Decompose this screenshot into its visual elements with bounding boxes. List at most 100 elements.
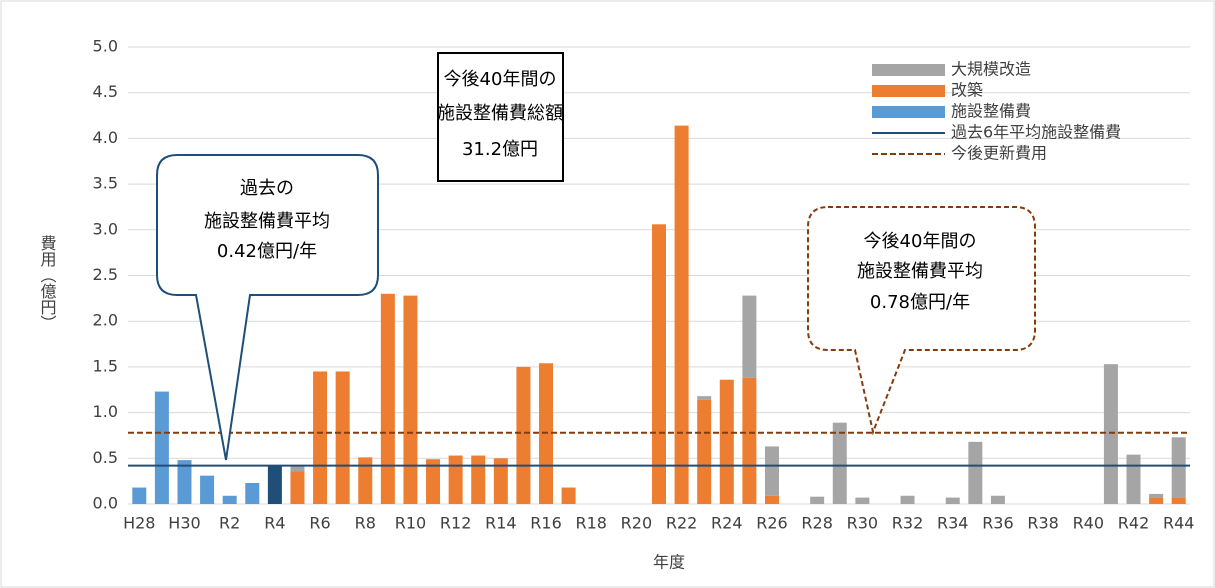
bar xyxy=(290,471,305,504)
x-tick-label: R10 xyxy=(395,514,426,533)
x-tick-label: R44 xyxy=(1163,514,1194,533)
x-tick-label: R28 xyxy=(801,514,832,533)
bar xyxy=(426,459,441,504)
x-tick-label: R4 xyxy=(264,514,285,533)
annotation-text: 0.42億円/年 xyxy=(217,241,317,262)
y-tick-label: 4.5 xyxy=(93,82,118,101)
x-tick-label: R18 xyxy=(575,514,606,533)
bar xyxy=(1171,497,1186,504)
bar xyxy=(1149,497,1164,504)
x-tick-label: R32 xyxy=(892,514,923,533)
y-axis-label: 費用（億円） xyxy=(38,235,57,331)
y-tick-label: 1.0 xyxy=(93,402,118,421)
bar xyxy=(448,455,463,504)
legend-label: 今後更新費用 xyxy=(951,144,1047,163)
bar xyxy=(742,295,757,378)
bar xyxy=(132,487,147,504)
annotation-text: 施設整備費総額 xyxy=(437,103,563,124)
x-tick-label: R42 xyxy=(1118,514,1149,533)
y-tick-label: 3.5 xyxy=(93,174,118,193)
bar xyxy=(900,495,915,504)
bar xyxy=(358,457,373,504)
legend-swatch xyxy=(872,64,945,76)
bar xyxy=(245,482,260,504)
bar xyxy=(403,295,418,504)
bar xyxy=(380,293,395,504)
x-tick-label: R20 xyxy=(621,514,652,533)
x-tick-label: R6 xyxy=(309,514,330,533)
x-tick-label: R36 xyxy=(982,514,1013,533)
bar xyxy=(832,422,847,504)
x-tick-label: H28 xyxy=(123,514,155,533)
y-tick-label: 2.0 xyxy=(93,311,118,330)
annotation-box xyxy=(807,206,1036,436)
bar xyxy=(697,396,712,400)
annotation-text: 今後40年間の xyxy=(444,69,557,90)
annotation-box xyxy=(156,154,379,461)
bar xyxy=(719,379,734,504)
bar xyxy=(674,125,689,504)
x-tick-label: R34 xyxy=(937,514,968,533)
bar xyxy=(267,465,282,504)
x-tick-label: R14 xyxy=(485,514,516,533)
x-tick-label: R8 xyxy=(355,514,376,533)
legend-label: 改築 xyxy=(951,81,983,100)
x-tick-label: R12 xyxy=(440,514,471,533)
annotation-text: 今後40年間の xyxy=(864,231,977,252)
bar xyxy=(200,475,215,504)
bar xyxy=(742,377,757,504)
x-tick-label: H30 xyxy=(168,514,200,533)
x-tick-label: R24 xyxy=(711,514,742,533)
bar xyxy=(810,496,825,504)
legend-label: 施設整備費 xyxy=(951,102,1031,121)
bar xyxy=(313,371,328,504)
bar xyxy=(1126,454,1141,504)
bar xyxy=(764,495,779,504)
bar xyxy=(1103,364,1118,504)
bar xyxy=(945,497,960,504)
legend-label: 大規模改造 xyxy=(951,60,1031,79)
x-tick-label: R22 xyxy=(666,514,697,533)
bar xyxy=(968,441,983,504)
legend-swatch xyxy=(872,106,945,118)
x-tick-label: R38 xyxy=(1027,514,1058,533)
x-tick-label: R26 xyxy=(756,514,787,533)
annotation-text: 31.2億円 xyxy=(462,139,538,160)
y-tick-label: 5.0 xyxy=(93,37,118,56)
bar xyxy=(290,466,305,472)
annotation-box xyxy=(437,52,564,182)
x-tick-label: R2 xyxy=(219,514,240,533)
x-tick-label: R40 xyxy=(1073,514,1104,533)
bar xyxy=(177,460,192,504)
annotation-text: 0.78億円/年 xyxy=(870,292,970,313)
annotation-text: 過去の xyxy=(240,178,294,199)
legend-label: 過去6年平均施設整備費 xyxy=(951,123,1121,142)
bar xyxy=(1149,493,1164,498)
bar xyxy=(516,366,531,504)
x-tick-label: R16 xyxy=(530,514,561,533)
bar xyxy=(1171,437,1186,498)
y-tick-label: 1.5 xyxy=(93,356,118,375)
bar xyxy=(855,497,870,504)
bar xyxy=(471,455,486,504)
y-tick-label: 2.5 xyxy=(93,265,118,284)
x-tick-label: R30 xyxy=(847,514,878,533)
bar xyxy=(652,224,666,505)
bar xyxy=(154,391,169,504)
legend-swatch xyxy=(872,85,945,97)
annotation-text: 施設整備費平均 xyxy=(857,261,983,282)
bar xyxy=(697,399,712,504)
x-axis-label: 年度 xyxy=(653,553,685,572)
y-tick-label: 0.0 xyxy=(93,494,118,513)
y-tick-label: 0.5 xyxy=(93,448,118,467)
y-tick-label: 3.0 xyxy=(93,219,118,238)
annotation-text: 施設整備費平均 xyxy=(204,211,330,232)
bar xyxy=(335,371,350,504)
bar xyxy=(561,487,576,504)
bar xyxy=(990,495,1005,504)
bar xyxy=(222,495,237,504)
y-tick-label: 4.0 xyxy=(93,128,118,147)
bar xyxy=(764,446,779,496)
bar xyxy=(493,458,508,504)
